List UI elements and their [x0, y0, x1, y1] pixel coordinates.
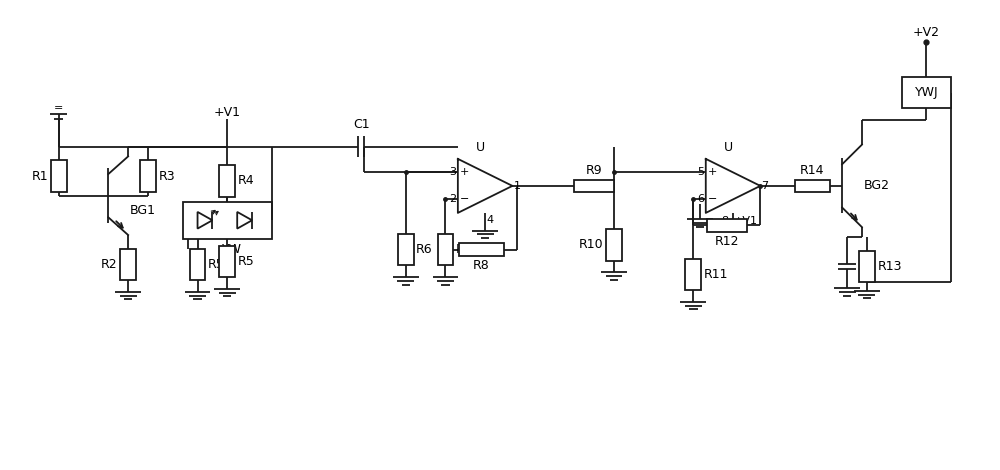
Bar [459, 243, 504, 256]
Bar [606, 229, 622, 260]
Text: R10: R10 [579, 238, 604, 251]
Text: 6: 6 [697, 195, 704, 204]
Text: R12: R12 [715, 235, 739, 248]
Text: YW: YW [222, 243, 242, 256]
Text: U: U [724, 141, 733, 154]
Bar [795, 180, 830, 192]
Bar [859, 251, 875, 282]
Text: R5: R5 [238, 255, 254, 268]
Text: C1: C1 [353, 118, 369, 132]
Bar [51, 160, 67, 192]
Bar [902, 77, 951, 108]
Bar [398, 234, 414, 266]
Text: R4: R4 [238, 174, 254, 188]
Text: YWJ: YWJ [915, 86, 938, 99]
Text: R2: R2 [101, 258, 118, 271]
Text: R8: R8 [473, 259, 490, 272]
Text: R13: R13 [877, 260, 902, 273]
Text: 7: 7 [761, 181, 768, 191]
Text: 4: 4 [486, 215, 493, 225]
Text: R9: R9 [586, 164, 603, 177]
Text: 1: 1 [513, 181, 520, 191]
Bar [574, 180, 614, 192]
Text: −: − [708, 195, 717, 204]
Text: R11: R11 [704, 268, 728, 281]
Bar [219, 165, 235, 196]
Bar [707, 219, 747, 232]
Text: C2: C2 [859, 260, 876, 273]
Text: BG2: BG2 [864, 180, 890, 192]
Text: U: U [476, 141, 485, 154]
Text: +V1: +V1 [734, 216, 758, 226]
Text: R1: R1 [32, 170, 48, 182]
Text: R14: R14 [800, 164, 825, 177]
Bar [183, 202, 272, 239]
Bar [190, 249, 205, 280]
Text: R6: R6 [416, 243, 433, 256]
Text: R7: R7 [456, 243, 473, 256]
Bar [685, 258, 701, 290]
Text: 5: 5 [697, 167, 704, 177]
Bar [438, 234, 453, 266]
Text: +V1: +V1 [214, 106, 241, 119]
Text: +: + [460, 167, 469, 177]
Bar [219, 246, 235, 277]
Text: 3: 3 [449, 167, 456, 177]
Bar [140, 160, 156, 192]
Text: +V2: +V2 [913, 25, 940, 39]
Text: 8: 8 [721, 216, 728, 226]
Text: R5: R5 [208, 258, 225, 271]
Bar [120, 249, 136, 280]
Text: R3: R3 [158, 170, 175, 182]
Text: BG1: BG1 [130, 204, 156, 217]
Text: −: − [460, 195, 469, 204]
Text: +: + [708, 167, 717, 177]
Text: =: = [54, 103, 63, 113]
Text: 2: 2 [449, 195, 456, 204]
